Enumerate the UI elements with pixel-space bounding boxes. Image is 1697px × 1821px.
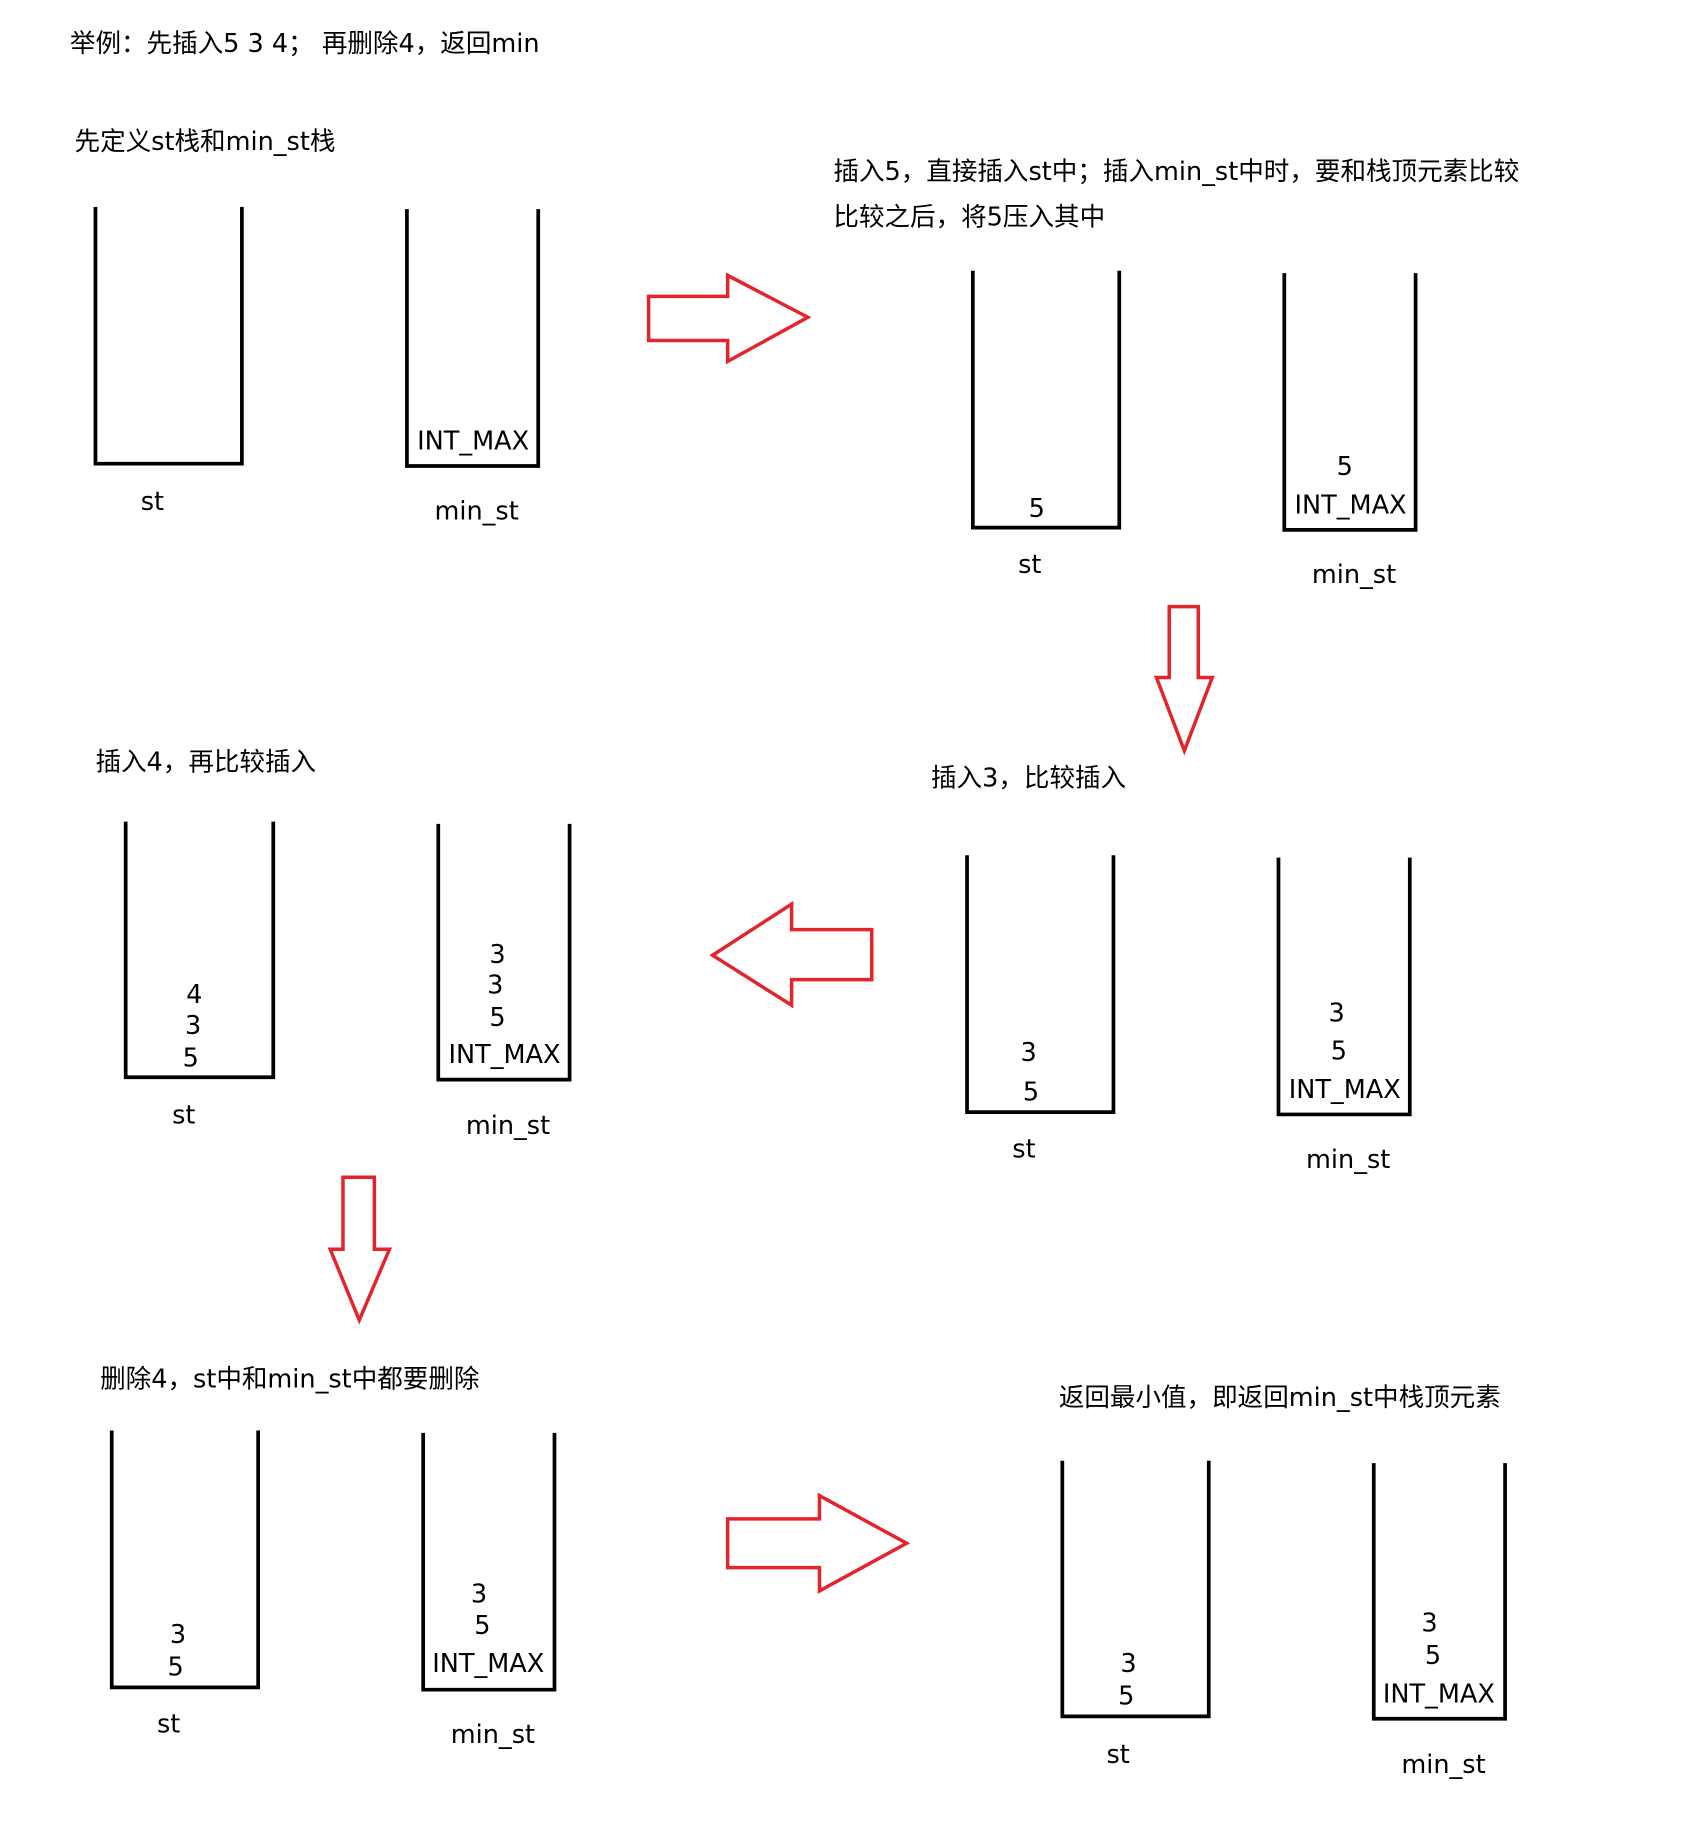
min-st-stack-label: min_st bbox=[434, 496, 518, 526]
min-st-item: INT_MAX bbox=[1295, 491, 1407, 521]
min-st-item: 3 bbox=[1328, 998, 1344, 1028]
st-item: 4 bbox=[186, 980, 202, 1010]
min-st-item: 3 bbox=[489, 940, 505, 970]
arrow-right-icon bbox=[646, 272, 812, 365]
min-st-item: 3 bbox=[471, 1579, 487, 1609]
st-stack bbox=[970, 270, 1122, 530]
min-st-stack-label: min_st bbox=[451, 1720, 535, 1750]
min-st-item: INT_MAX bbox=[417, 427, 529, 457]
step-caption: 删除4，st中和min_st中都要删除 bbox=[100, 1364, 479, 1394]
st-stack bbox=[109, 1430, 261, 1690]
step-4-insert-4: 插入4，再比较插入 4 3 5 st 3 3 5 INT_MAX min_st bbox=[95, 747, 572, 1141]
min-st-stack bbox=[405, 209, 541, 468]
min-st-stack bbox=[1371, 1463, 1507, 1721]
min-st-item: INT_MAX bbox=[1383, 1679, 1495, 1709]
st-stack-label: st bbox=[1012, 1134, 1035, 1164]
st-item: 5 bbox=[1023, 1077, 1039, 1107]
st-item: 3 bbox=[1020, 1038, 1036, 1068]
st-item: 5 bbox=[1118, 1682, 1134, 1712]
st-stack-label: st bbox=[172, 1101, 195, 1131]
st-item: 5 bbox=[168, 1653, 184, 1683]
step-caption: 返回最小值，即返回min_st中栈顶元素 bbox=[1059, 1383, 1501, 1413]
step-caption-line-1: 插入5，直接插入st中；插入min_st中时，要和栈顶元素比较 bbox=[833, 157, 1519, 187]
min-st-item: 5 bbox=[1331, 1037, 1347, 1067]
st-stack-label: st bbox=[157, 1710, 180, 1740]
st-item: 5 bbox=[183, 1044, 199, 1074]
step-3-insert-3: 插入3，比较插入 3 5 st 3 5 INT_MAX min_st bbox=[931, 764, 1412, 1175]
step-5-delete-4: 删除4，st中和min_st中都要删除 3 5 st 3 5 INT_MAX m… bbox=[100, 1364, 557, 1750]
st-stack bbox=[123, 821, 276, 1080]
st-item: 3 bbox=[185, 1011, 201, 1041]
min-st-item: INT_MAX bbox=[1289, 1075, 1401, 1105]
min-st-item: INT_MAX bbox=[432, 1649, 544, 1679]
st-stack-label: st bbox=[1018, 550, 1041, 580]
step-1-define: 先定义st栈和min_st栈 st INT_MAX min_st bbox=[75, 127, 541, 526]
min-st-stack bbox=[436, 823, 572, 1082]
step-2-insert-5: 插入5，直接插入st中；插入min_st中时，要和栈顶元素比较 比较之后，将5压… bbox=[833, 157, 1519, 590]
arrow-right-icon bbox=[725, 1492, 911, 1594]
min-st-item: 3 bbox=[1421, 1608, 1437, 1638]
min-st-stack-label: min_st bbox=[1306, 1145, 1390, 1175]
step-caption: 插入4，再比较插入 bbox=[95, 747, 316, 777]
min-st-stack-label: min_st bbox=[466, 1111, 550, 1141]
min-st-item: 5 bbox=[1425, 1641, 1441, 1671]
min-st-item: 5 bbox=[489, 1003, 505, 1033]
min-st-item: 3 bbox=[487, 970, 503, 1000]
step-caption-line-2: 比较之后，将5压入其中 bbox=[833, 202, 1105, 232]
st-stack-label: st bbox=[1106, 1740, 1129, 1770]
min-st-stack-label: min_st bbox=[1401, 1750, 1485, 1780]
st-item: 5 bbox=[1029, 494, 1045, 524]
min-st-stack-label: min_st bbox=[1312, 560, 1396, 590]
min-st-item: INT_MAX bbox=[448, 1040, 560, 1070]
step-caption: 插入3，比较插入 bbox=[931, 764, 1126, 794]
arrow-down-icon bbox=[327, 1175, 393, 1325]
st-stack bbox=[965, 855, 1116, 1114]
diagram-title: 举例：先插入5 3 4； 再删除4，返回min bbox=[70, 29, 540, 59]
st-stack-label: st bbox=[141, 487, 164, 517]
arrow-left-icon bbox=[709, 900, 874, 1009]
st-item: 3 bbox=[170, 1620, 186, 1650]
min-st-item: 5 bbox=[474, 1611, 490, 1641]
step-6-return-min: 返回最小值，即返回min_st中栈顶元素 3 5 st 3 5 INT_MAX … bbox=[1059, 1383, 1507, 1780]
st-item: 3 bbox=[1120, 1649, 1136, 1679]
step-caption: 先定义st栈和min_st栈 bbox=[75, 127, 336, 157]
min-st-stack bbox=[1282, 273, 1418, 532]
min-st-item: 5 bbox=[1337, 452, 1353, 482]
arrow-down-icon bbox=[1153, 604, 1215, 756]
min-st-stack bbox=[421, 1432, 557, 1692]
st-stack bbox=[93, 206, 244, 466]
st-stack bbox=[1060, 1460, 1211, 1719]
min-st-stack bbox=[1276, 857, 1412, 1117]
